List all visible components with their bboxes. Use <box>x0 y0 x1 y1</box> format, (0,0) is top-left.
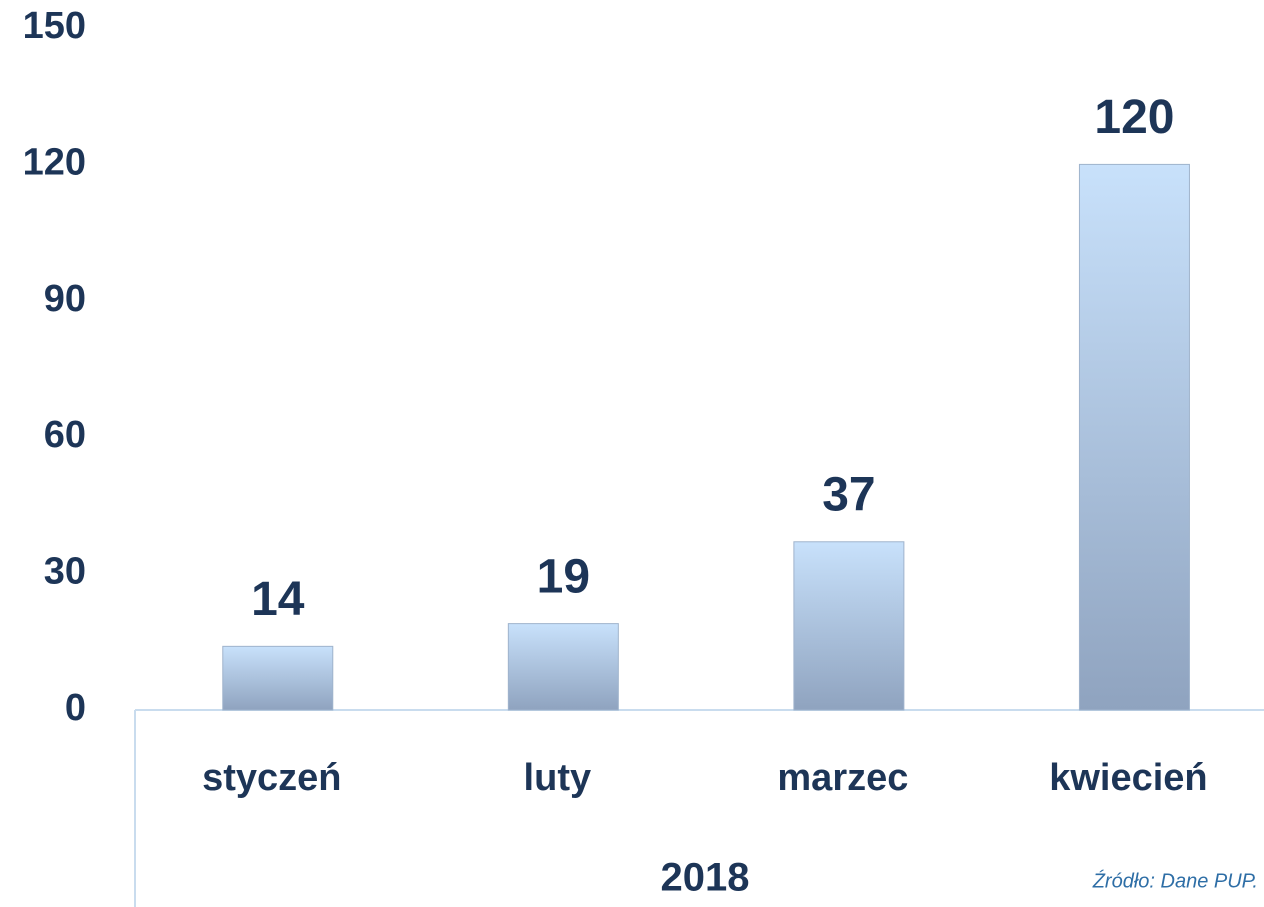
value-label: 37 <box>822 468 875 521</box>
x-tick-label: kwiecień <box>1049 757 1207 799</box>
x-tick-label: luty <box>524 757 592 799</box>
source-note: Źródło: Dane PUP. <box>1092 869 1258 892</box>
value-label: 120 <box>1094 91 1174 144</box>
bar <box>1078 163 1190 711</box>
y-tick-label: 90 <box>44 278 86 320</box>
y-tick-label: 120 <box>23 141 86 183</box>
bar <box>793 541 905 711</box>
value-label: 14 <box>251 573 305 626</box>
value-label: 19 <box>537 550 590 603</box>
bar <box>507 623 619 711</box>
bar <box>222 645 334 711</box>
x-tick-label: styczeń <box>202 757 341 799</box>
x-tick-label: marzec <box>777 757 908 799</box>
y-tick-label: 150 <box>23 5 86 47</box>
y-tick-label: 60 <box>44 414 86 456</box>
y-tick-label: 0 <box>65 687 86 729</box>
y-tick-label: 30 <box>44 551 86 593</box>
x-axis-label: 2018 <box>661 856 750 900</box>
